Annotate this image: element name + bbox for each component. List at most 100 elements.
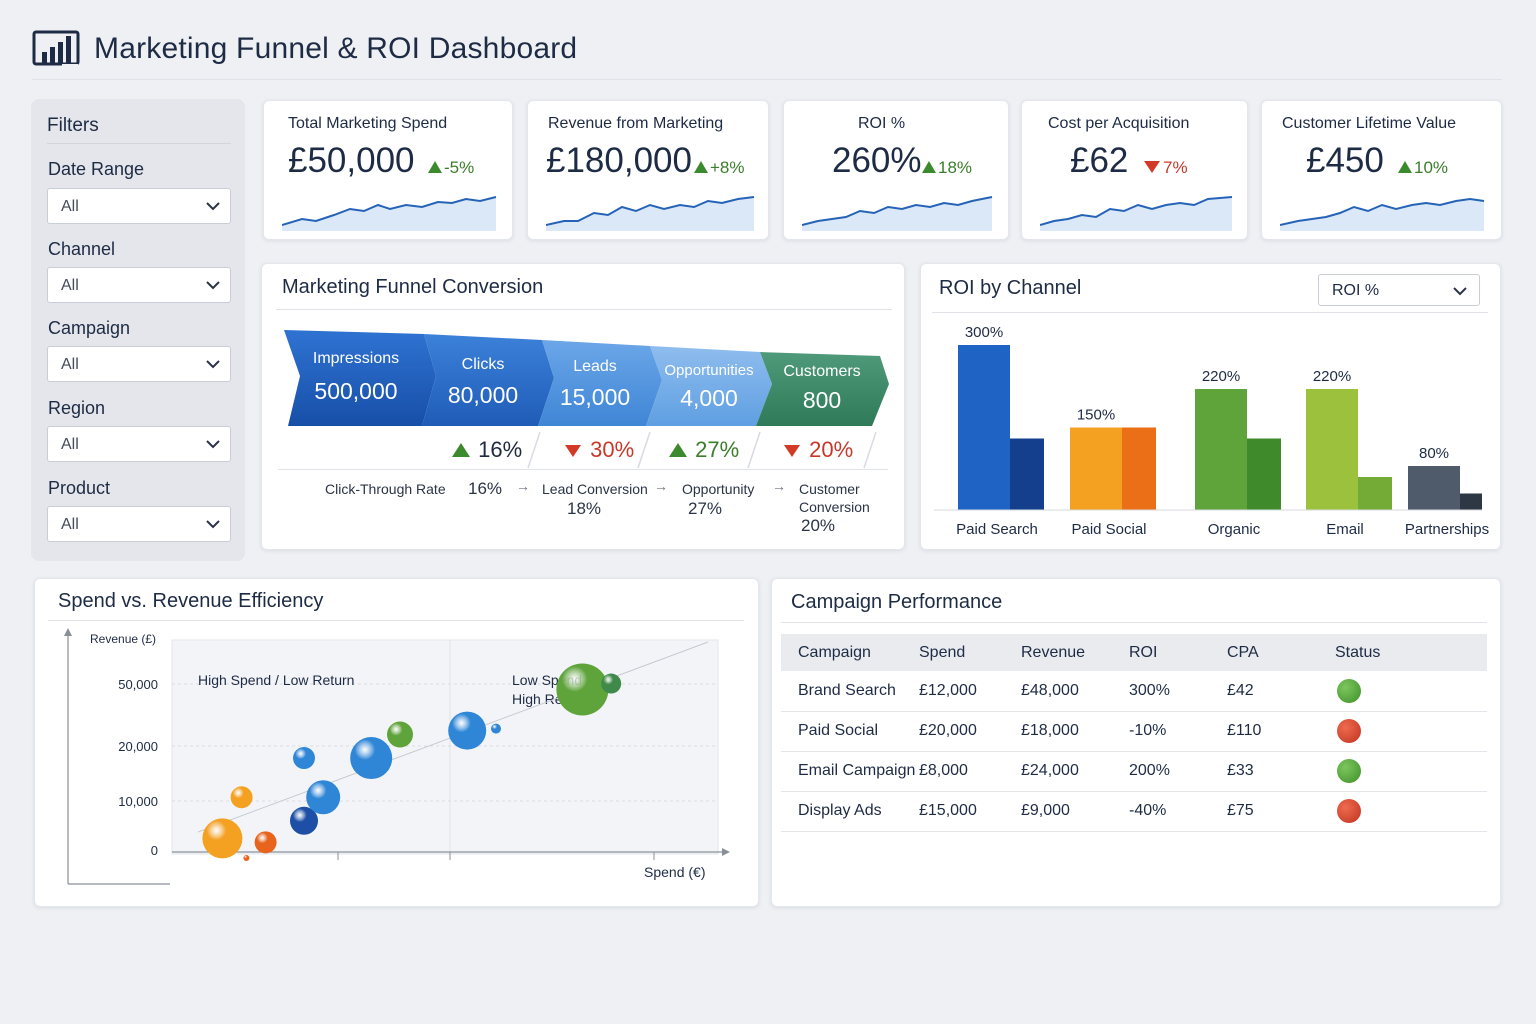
roi-bar-chart: 300% Paid Search 150% Paid Social 220% Organi… — [934, 324, 1489, 538]
campaign-name-cell: Display Ads — [781, 791, 919, 832]
delta-value: 27% — [695, 437, 740, 462]
scatter-point[interactable] — [293, 747, 315, 770]
kpi-delta: 7% — [1144, 158, 1188, 178]
kpi-label: Revenue from Marketing — [548, 115, 724, 132]
filter-label-campaign: Campaign — [48, 318, 131, 338]
column-header[interactable]: Revenue — [1021, 634, 1129, 671]
lead-conversion-label: Lead Conversion — [542, 481, 648, 497]
trend-up-icon — [922, 161, 936, 173]
select-value: All — [61, 516, 79, 533]
trend-up-icon — [1398, 161, 1412, 173]
product-select[interactable]: All — [47, 506, 231, 542]
scatter-point[interactable] — [601, 673, 622, 694]
campaign-name-cell: Paid Social — [781, 711, 919, 752]
kpi-delta-value: -5% — [444, 158, 475, 177]
scatter-chart: 50,000 20,000 10,000 0 Revenue (£) Spend (€) H… — [64, 628, 730, 885]
kpi-card-roi[interactable]: ROI % 260% 18% — [783, 100, 1009, 240]
scatter-point[interactable] — [290, 806, 318, 835]
scatter-point[interactable] — [387, 721, 413, 748]
revenue-cell: £48,000 — [1021, 671, 1129, 712]
funnel-stage-impressions — [284, 330, 436, 426]
scatter-point[interactable] — [230, 786, 253, 809]
category-label: Paid Social — [1071, 521, 1146, 538]
kpi-delta-value: 18% — [938, 158, 973, 177]
label-line: Conversion — [799, 499, 870, 515]
kpi-delta: -5% — [428, 158, 474, 178]
chevron-down-icon — [206, 202, 220, 211]
delta-value: 30% — [590, 437, 635, 462]
y-tick-label: 0 — [151, 843, 158, 858]
y-axis-arrow — [64, 628, 72, 636]
roi-metric-select[interactable]: ROI % — [1318, 274, 1480, 306]
stage-value: 800 — [802, 387, 842, 413]
category-label: Organic — [1208, 521, 1261, 538]
column-header[interactable]: CPA — [1227, 634, 1335, 671]
column-header[interactable]: Status — [1335, 634, 1487, 671]
data-label: 220% — [1202, 368, 1240, 385]
bar-secondary[interactable] — [1460, 493, 1482, 511]
filters-title: Filters — [47, 115, 99, 136]
scatter-point[interactable] — [448, 711, 487, 750]
scatter-point[interactable] — [202, 818, 243, 859]
scatter-point[interactable] — [254, 831, 277, 854]
roi-chart-title: ROI by Channel — [939, 277, 1082, 299]
bar-secondary[interactable] — [1358, 477, 1392, 510]
kpi-card-revenue[interactable]: Revenue from Marketing £180,000 +8% — [527, 100, 769, 240]
campaign-select[interactable]: All — [47, 346, 231, 382]
scatter-point[interactable] — [306, 780, 341, 815]
channel-select[interactable]: All — [47, 267, 231, 303]
kpi-value: £450 — [1306, 141, 1384, 180]
bar-secondary[interactable] — [1122, 427, 1156, 511]
scatter-point[interactable] — [350, 737, 393, 780]
trend-up-icon — [428, 161, 442, 173]
kpi-label: Customer Lifetime Value — [1282, 115, 1456, 132]
table-row[interactable]: Email Campaign £8,000 £24,000 200% £33 — [781, 751, 1487, 792]
status-dot-red — [1337, 719, 1361, 743]
funnel-stage-label: Customers 800 — [762, 363, 882, 414]
bar-secondary[interactable] — [1247, 438, 1281, 511]
filter-label-product: Product — [48, 478, 111, 498]
column-header[interactable]: Spend — [919, 634, 1021, 671]
column-header[interactable]: Campaign — [781, 634, 919, 671]
kpi-label: Cost per Acquisition — [1048, 115, 1190, 132]
kpi-card-cpa[interactable]: Cost per Acquisition £62 7% — [1021, 100, 1248, 240]
funnel-separators — [527, 431, 877, 469]
spend-cell: £12,000 — [919, 671, 1021, 712]
table-row[interactable]: Paid Social £20,000 £18,000 -10% £110 — [781, 711, 1487, 752]
column-header[interactable]: ROI — [1129, 634, 1227, 671]
chevron-down-icon — [1453, 287, 1467, 296]
bar-primary[interactable] — [958, 345, 1010, 510]
customer-conversion-label: Customer Conversion — [799, 480, 870, 516]
bar-chart-icon — [32, 30, 80, 70]
campaign-name-cell: Brand Search — [781, 671, 919, 712]
filter-label-date-range: Date Range — [48, 159, 145, 179]
arrow-right-icon: → — [654, 478, 668, 494]
scatter-point[interactable] — [556, 663, 609, 716]
bar-primary[interactable] — [1408, 466, 1460, 510]
kpi-card-total-spend[interactable]: Total Marketing Spend £50,000 -5% — [263, 100, 513, 240]
roi-cell: -10% — [1129, 711, 1227, 752]
bar-secondary[interactable] — [1010, 438, 1044, 511]
scatter-point[interactable] — [491, 723, 501, 734]
stage-value: 4,000 — [680, 385, 738, 411]
date-range-select[interactable]: All — [47, 188, 231, 224]
cpa-cell: £75 — [1227, 791, 1335, 832]
status-cell — [1335, 671, 1487, 712]
table-row[interactable]: Display Ads £15,000 £9,000 -40% £75 — [781, 791, 1487, 832]
chevron-down-icon — [206, 281, 220, 290]
bar-primary[interactable] — [1306, 389, 1358, 510]
bar-primary[interactable] — [1195, 389, 1247, 510]
bar-primary[interactable] — [1070, 427, 1122, 511]
category-label: Email — [1326, 521, 1364, 538]
data-label: 150% — [1077, 407, 1115, 424]
cpa-cell: £42 — [1227, 671, 1335, 712]
kpi-card-clv[interactable]: Customer Lifetime Value £450 10% — [1261, 100, 1502, 240]
chevron-down-icon — [206, 440, 220, 449]
spend-cell: £20,000 — [919, 711, 1021, 752]
region-select[interactable]: All — [47, 426, 231, 462]
funnel-stage-label: Leads 15,000 — [535, 358, 655, 411]
table-row[interactable]: Brand Search £12,000 £48,000 300% £42 — [781, 671, 1487, 712]
roi-cell: 300% — [1129, 671, 1227, 712]
campaign-table: Campaign Spend Revenue ROI CPA Status Br… — [781, 634, 1487, 832]
scatter-point[interactable] — [243, 855, 250, 861]
